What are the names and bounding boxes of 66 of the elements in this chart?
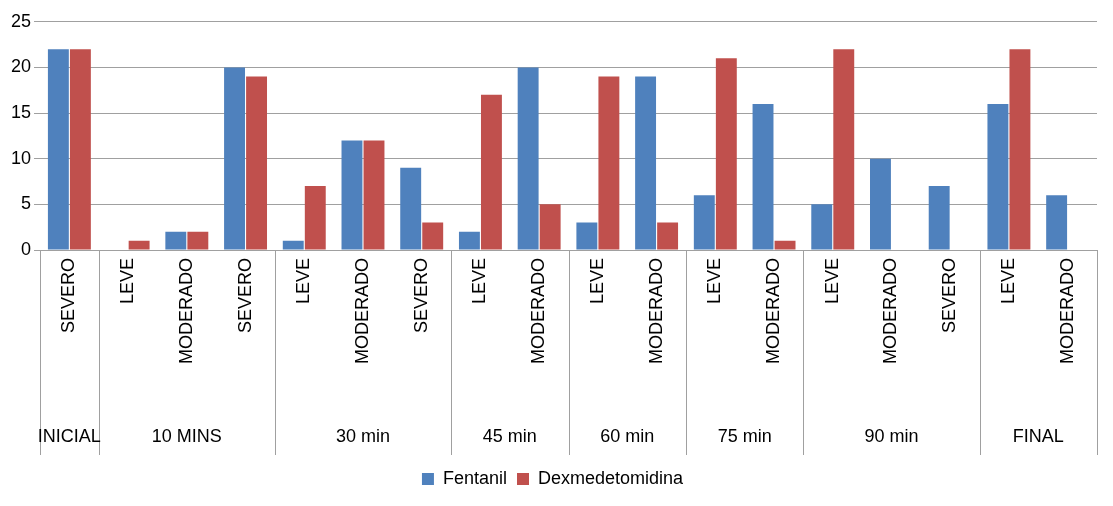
bar (928, 186, 950, 250)
bar (47, 49, 69, 250)
bar (635, 76, 657, 250)
bar (693, 195, 715, 250)
bar (128, 240, 150, 250)
x-tick-label: MODERADO (351, 258, 372, 365)
bar (246, 76, 268, 250)
bar (715, 58, 737, 250)
x-tick-label: LEVE (704, 258, 725, 305)
y-tick-label: 20 (10, 56, 32, 77)
x-tick-label: LEVE (821, 258, 842, 305)
x-tick-label: SEVERO (939, 258, 960, 334)
bar (187, 231, 209, 250)
bar (400, 167, 422, 250)
bar (1009, 49, 1031, 250)
x-tick-label: SEVERO (234, 258, 255, 334)
bar (341, 140, 363, 250)
x-tick-label: MODERADO (1056, 258, 1077, 365)
x-tick-label: MODERADO (175, 258, 196, 365)
bar (870, 158, 891, 250)
bar (422, 222, 444, 250)
bar (165, 231, 187, 250)
text: FINAL (1012, 425, 1064, 446)
x-tick-label: MODERADO (645, 258, 666, 365)
x-tick-label: LEVE (469, 258, 490, 305)
bar (224, 67, 245, 250)
text: 60 min (600, 425, 655, 446)
y-tick-label: 25 (10, 10, 32, 31)
bar (1046, 195, 1068, 250)
bar (480, 94, 502, 250)
bar (69, 49, 91, 250)
x-tick-label: SEVERO (410, 258, 431, 334)
text: 30 min (335, 425, 390, 446)
bar (576, 222, 598, 250)
bar (539, 204, 561, 250)
y-tick-label: 10 (10, 147, 32, 168)
bar (811, 204, 833, 250)
bar (657, 222, 679, 250)
bar (304, 186, 326, 250)
y-tick-label: 15 (10, 102, 32, 123)
legend-label: Fentanil (442, 467, 507, 488)
text: 90 min (864, 425, 919, 446)
bar (363, 140, 385, 250)
x-tick-label: MODERADO (528, 258, 549, 365)
y-tick-label: 0 (21, 238, 32, 259)
y-tick-label: 5 (21, 193, 32, 214)
bar (833, 49, 855, 250)
legend-label: Dexmedetomidina (537, 467, 685, 488)
x-tick-label: LEVE (117, 258, 138, 305)
bar (598, 76, 620, 250)
bar (517, 67, 539, 250)
bar (774, 240, 796, 250)
text: 75 min (717, 425, 772, 446)
text: 10 MINS (151, 425, 222, 446)
x-tick-label: LEVE (293, 258, 314, 305)
x-tick-label: SEVERO (58, 258, 79, 334)
bar (752, 103, 774, 250)
text: INICIAL (37, 425, 101, 446)
x-tick-label: MODERADO (880, 258, 901, 365)
x-tick-label: MODERADO (763, 258, 783, 365)
x-tick-label: LEVE (997, 258, 1018, 305)
bar (458, 231, 480, 250)
bar (987, 103, 1009, 250)
text: 45 min (482, 425, 537, 446)
x-tick-label: LEVE (586, 258, 607, 305)
bar (282, 240, 304, 250)
